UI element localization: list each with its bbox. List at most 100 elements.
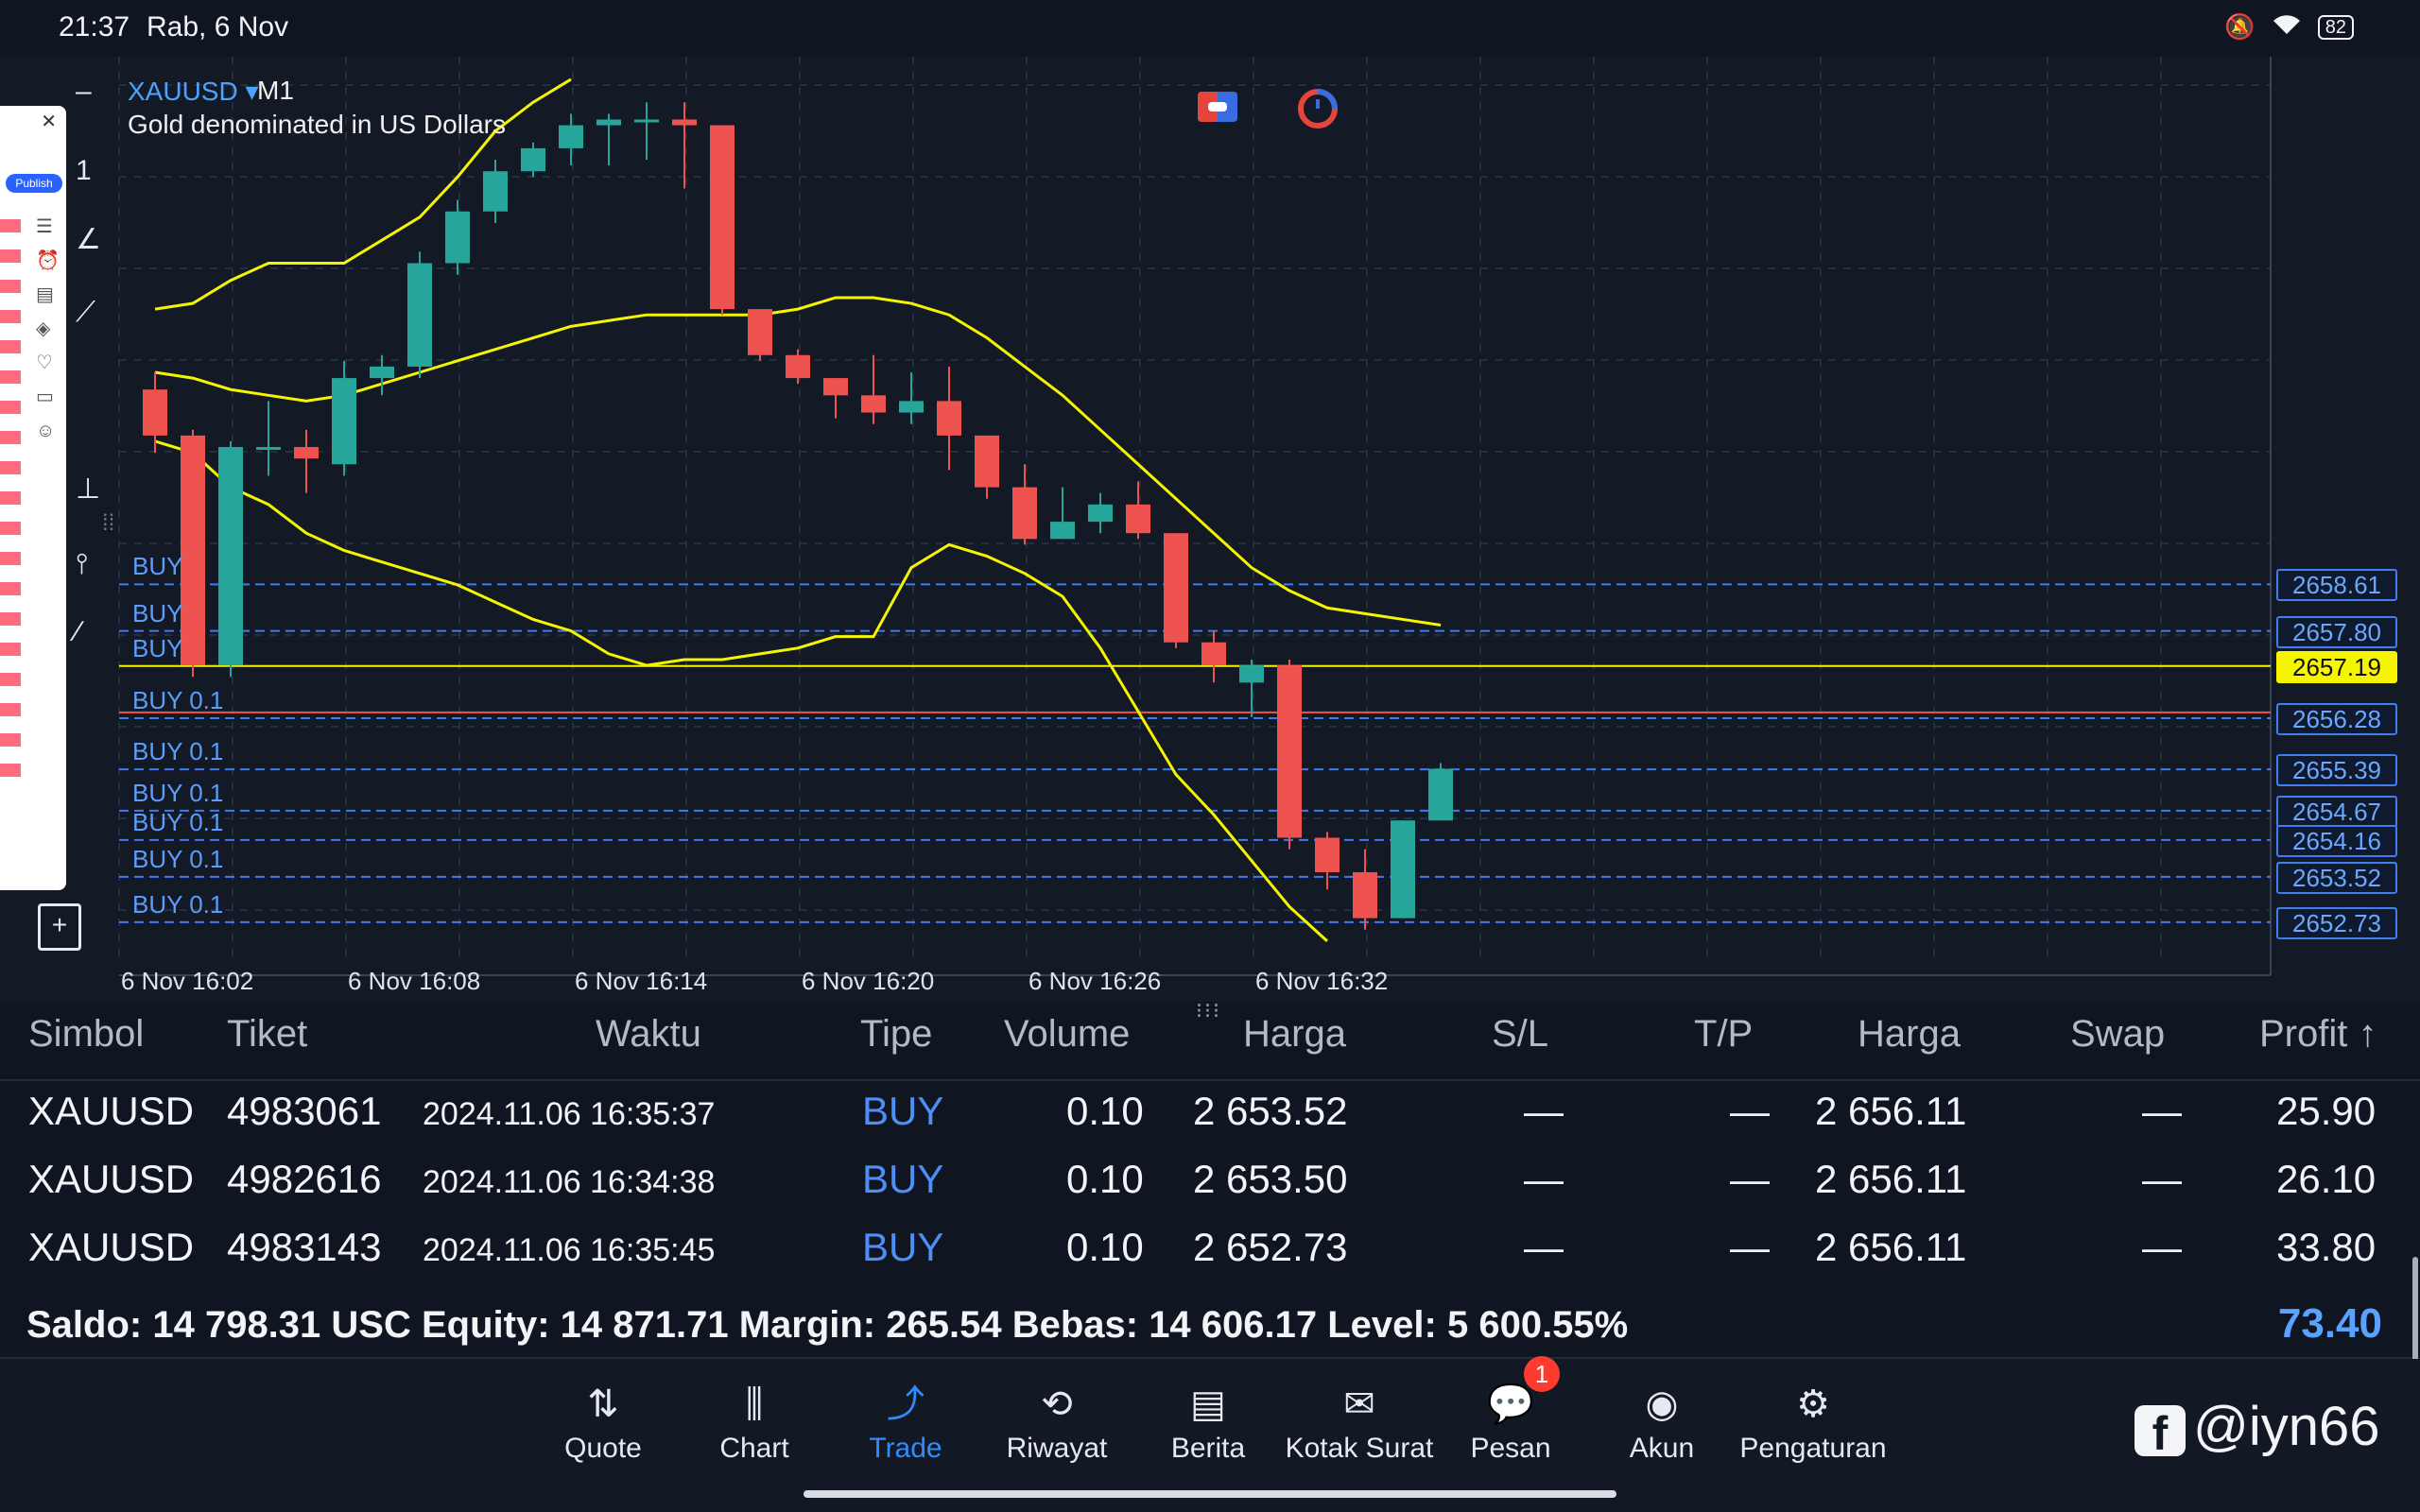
table-row[interactable]: XAUUSD 4983061 2024.11.06 16:35:37 BUY 0.10 2… [0, 1089, 2420, 1157]
price-tag: 2654.67 [2276, 795, 2397, 828]
nav-label: Quote [564, 1433, 642, 1464]
nav-akun[interactable]: ◉ Akun [1586, 1380, 1737, 1465]
order-label[interactable]: BUY [132, 552, 183, 581]
table-row[interactable]: XAUUSD 4983143 2024.11.06 16:35:45 BUY 0.10 2… [0, 1225, 2420, 1293]
candle-body [823, 378, 848, 396]
order-label[interactable]: BUY 0.1 [132, 807, 224, 836]
time-label: 6 Nov 16:26 [1028, 967, 1162, 995]
chart-symbol[interactable]: XAUUSD ▾ [128, 77, 259, 106]
column-header[interactable]: Simbol [28, 1013, 145, 1055]
wifi-icon [2271, 11, 2303, 43]
candle-body [1088, 504, 1113, 523]
panel-resize-handle-icon[interactable]: ⁝⁝⁝ [1196, 999, 1221, 1022]
order-label[interactable]: BUY 0.1 [132, 844, 224, 873]
candle-body [975, 435, 999, 488]
order-label[interactable]: BUY 0.1 [132, 686, 224, 715]
line-tool-icon[interactable]: 1 [76, 155, 92, 186]
candle-body [1239, 665, 1264, 683]
order-label[interactable]: BUY 0.1 [132, 778, 224, 807]
column-header[interactable]: Tipe [860, 1013, 933, 1055]
nav-pesan[interactable]: 💬 Pesan [1435, 1380, 1586, 1465]
candle-body [596, 119, 621, 126]
price-tag: 2657.19 [2276, 650, 2397, 683]
candle-body [1315, 837, 1340, 872]
column-header[interactable]: Swap [2070, 1013, 2166, 1055]
measure-tool-icon[interactable]: ⊥ [76, 473, 101, 505]
cell-sl: — [1524, 1225, 1564, 1269]
candle-body [1126, 504, 1150, 534]
trend-tool-icon[interactable]: ∠ [76, 224, 101, 255]
status-icons: 🔕 82 [2224, 11, 2354, 43]
order-label[interactable]: BUY [132, 598, 183, 627]
cell-price: 2 653.52 [1193, 1089, 1348, 1133]
column-header[interactable]: Harga [1243, 1013, 1346, 1055]
message-icon: 💬 [1487, 1383, 1534, 1425]
crosshair-tool-icon[interactable]: – [76, 76, 92, 107]
add-document-icon[interactable]: + [38, 903, 81, 951]
candle-body [407, 263, 432, 367]
nav-quote[interactable]: ⇅ Quote [527, 1380, 679, 1465]
nav-label: Pesan [1470, 1433, 1551, 1464]
one-click-trading-icon[interactable] [1196, 88, 1239, 126]
cell-type: BUY [862, 1089, 944, 1133]
time-label: 6 Nov 16:20 [802, 967, 935, 995]
chart-icon: ⫼ [745, 1383, 764, 1425]
column-header[interactable]: Harga [1858, 1013, 1961, 1055]
mini-toolbar: ☰ ⏰ ▤ ◈ ♡ ▭ ☺ [36, 216, 60, 441]
candle-body [937, 401, 961, 436]
order-label[interactable]: BUY 0.1 [132, 889, 224, 919]
panel-drag-handle-icon[interactable]: ⁞⁞ [102, 510, 115, 536]
cell-ticket: 4982616 [227, 1157, 382, 1201]
time-label: 6 Nov 16:14 [575, 967, 708, 995]
quote-icon: ⇅ [587, 1383, 619, 1425]
bottom-navigation: ⇅ Quote ⫼ Chart ⤴ Trade ⟲ Riwayat ▤ Berita ✉ Kotak … [0, 1359, 2420, 1512]
trade-icon: ⤴ [887, 1383, 925, 1425]
column-header[interactable]: Profit ↑ [2259, 1013, 2377, 1055]
chart-timeframe[interactable]: M1 [257, 76, 294, 105]
cell-profit: 33.80 [2276, 1225, 2377, 1269]
floating-chart-panel[interactable]: ✕ Publish ☰ ⏰ ▤ ◈ ♡ ▭ ☺ [0, 106, 66, 890]
nav-chart[interactable]: ⫼ Chart [679, 1380, 830, 1465]
time-label: 6 Nov 16:32 [1255, 967, 1389, 995]
shape-tool-icon[interactable]: ∕ [76, 616, 81, 647]
home-indicator[interactable] [804, 1490, 1616, 1498]
pitchfork-tool-icon[interactable]: ⫯ [76, 548, 89, 579]
column-header[interactable]: Tiket [227, 1013, 308, 1055]
fib-tool-icon[interactable]: ⟋ [76, 297, 95, 328]
price-chart[interactable]: XAUUSD ▾ M1 Gold denominated in US Dolla… [0, 57, 2420, 1002]
column-header[interactable]: Volume [1004, 1013, 1131, 1055]
nav-pengaturan[interactable]: ⚙ Pengaturan [1737, 1380, 1889, 1465]
column-header[interactable]: Waktu [596, 1013, 701, 1055]
candle-body [218, 447, 243, 666]
publish-button[interactable]: Publish [6, 174, 62, 193]
cell-swap: — [2142, 1157, 2182, 1201]
order-label[interactable]: BUY [132, 633, 183, 662]
close-icon[interactable]: ✕ [41, 112, 57, 132]
nav-berita[interactable]: ▤ Berita [1132, 1380, 1284, 1465]
nav-kotak-surat[interactable]: ✉ Kotak Surat [1284, 1380, 1435, 1465]
cell-profit: 26.10 [2276, 1157, 2377, 1201]
price-tag: 2653.52 [2276, 861, 2397, 894]
status-date: Rab, 6 Nov [147, 11, 289, 43]
table-row[interactable]: XAUUSD 4982616 2024.11.06 16:34:38 BUY 0.10 2… [0, 1157, 2420, 1225]
cell-volume: 0.10 [1066, 1225, 1144, 1269]
column-header[interactable]: T/P [1694, 1013, 1754, 1055]
cell-sl: — [1524, 1089, 1564, 1133]
nav-trade[interactable]: ⤴ Trade [830, 1380, 981, 1465]
candle-body [1012, 487, 1037, 540]
cell-time: 2024.11.06 16:34:38 [423, 1164, 716, 1200]
order-label[interactable]: BUY 0.1 [132, 737, 224, 766]
scrollbar[interactable] [2412, 1257, 2418, 1361]
nav-label: Riwayat [1006, 1433, 1108, 1464]
candle-body [899, 401, 924, 413]
column-header[interactable]: S/L [1492, 1013, 1549, 1055]
chart-canvas[interactable] [0, 57, 2420, 1002]
signal-clock-icon[interactable] [1297, 88, 1339, 129]
cell-ticket: 4983143 [227, 1225, 382, 1269]
nav-riwayat[interactable]: ⟲ Riwayat [981, 1380, 1132, 1465]
nav-label: Trade [869, 1433, 942, 1464]
candle-body [710, 125, 735, 310]
candle-body [483, 171, 508, 212]
bollinger-middle-band [154, 296, 1442, 627]
cell-price: 2 653.50 [1193, 1157, 1348, 1201]
